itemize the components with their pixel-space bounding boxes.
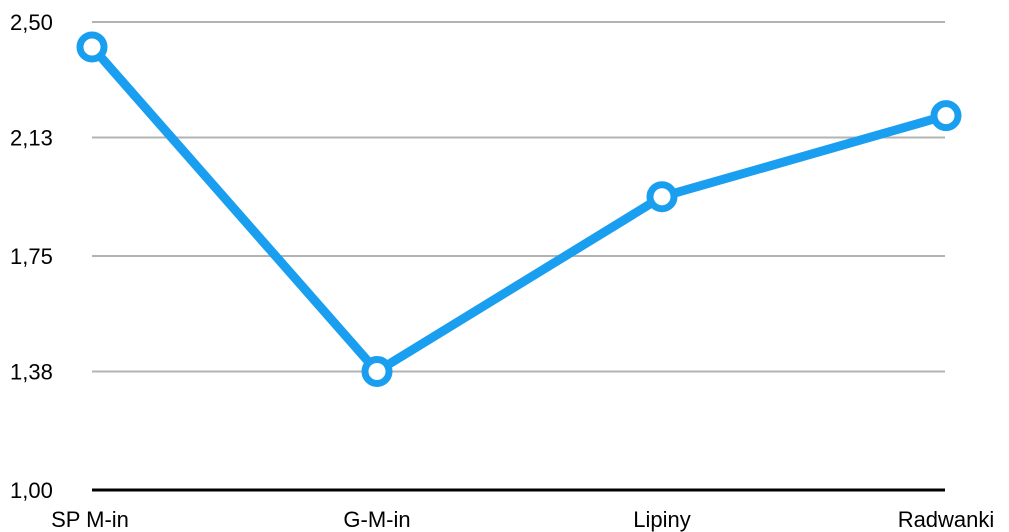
data-point — [930, 100, 962, 132]
gridlines — [92, 21, 945, 492]
x-axis-category-labels: SP M-in G-M-in Lipiny Radwanki — [51, 507, 994, 532]
y-tick-label: 2,50 — [10, 10, 53, 35]
data-points — [76, 31, 962, 387]
data-point — [361, 355, 393, 387]
x-category-label: SP M-in — [51, 507, 129, 532]
y-tick-label: 1,75 — [10, 244, 53, 269]
series — [87, 42, 951, 376]
x-category-label: Lipiny — [633, 507, 690, 532]
y-tick-label: 2,13 — [10, 125, 53, 150]
y-axis-tick-labels: 1,00 1,38 1,75 2,13 2,50 — [10, 10, 53, 503]
y-tick-label: 1,00 — [10, 478, 53, 503]
y-tick-label: 1,38 — [10, 359, 53, 384]
data-point — [76, 31, 108, 63]
data-point — [646, 181, 678, 213]
x-category-label: G-M-in — [343, 507, 410, 532]
series-line — [87, 42, 951, 376]
x-category-label: Radwanki — [898, 507, 995, 532]
